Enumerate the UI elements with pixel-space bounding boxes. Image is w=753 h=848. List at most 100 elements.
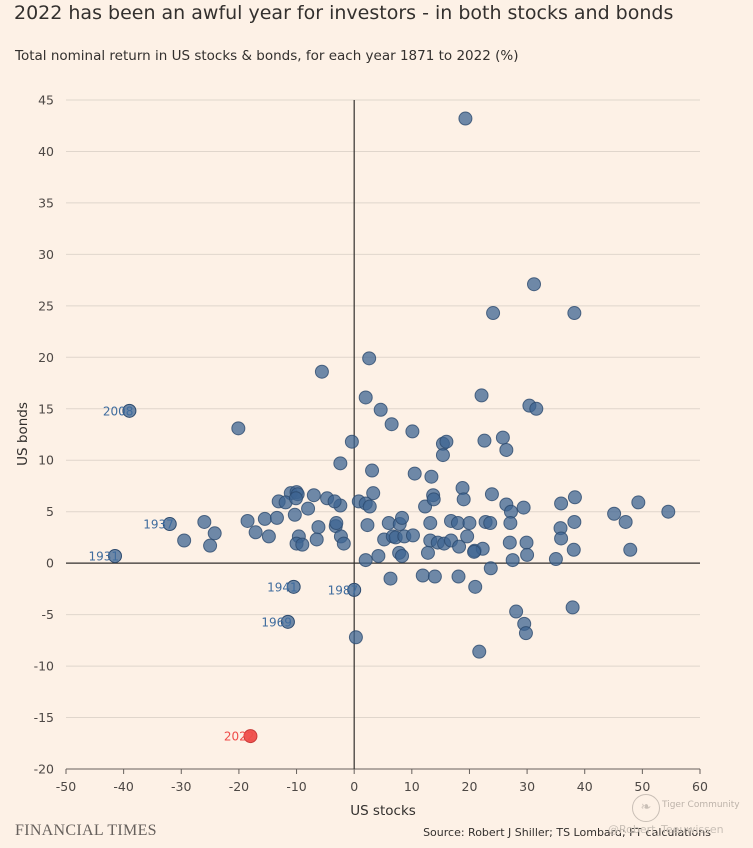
y-tick-label: 20 [38,350,54,365]
gridlines [66,99,700,770]
data-point [499,442,514,457]
data-point [472,644,487,659]
data-point [554,496,569,511]
data-point [348,630,363,645]
data-point [607,506,622,521]
x-tick-label: -10 [286,779,306,794]
data-points [107,111,676,744]
data-point [451,569,466,584]
data-point [554,531,569,546]
data-point [426,492,441,507]
data-point [327,494,342,509]
year-label: 1969 [261,615,292,629]
data-point [309,532,324,547]
data-point [295,537,310,552]
data-point [358,390,373,405]
data-point [565,600,580,615]
data-point [503,516,518,531]
y-tick-labels: -20 -15 -10 -5 0 5 10 15 20 25 30 35 40 45 [34,93,54,777]
data-point [623,542,638,557]
axes [65,100,701,774]
data-point [518,626,533,641]
year-labels: 2008 1937 1931 1941 1987 1969 2022 [88,404,358,743]
x-tick-label: 40 [577,779,593,794]
data-point [261,529,276,544]
data-point [661,504,676,519]
data-point [405,424,420,439]
data-point [548,552,563,567]
data-point [424,469,439,484]
y-axis-label: US bonds [15,402,31,466]
data-point [483,561,498,576]
x-tick-label: 10 [404,779,420,794]
data-point [631,495,646,510]
data-point [333,456,348,471]
x-tick-label: 30 [519,779,535,794]
y-tick-label: 0 [46,556,54,571]
labeled-data-point [122,403,137,418]
data-point [484,487,499,502]
year-label: 1931 [88,549,119,563]
data-point [177,533,192,548]
data-point [269,510,284,525]
chart-subtitle: Total nominal return in US stocks & bond… [15,48,519,64]
data-point [618,514,633,529]
x-axis-label: US stocks [350,803,416,819]
y-tick-label: 15 [38,401,54,416]
data-point [362,499,377,514]
ft-logo: FINANCIAL TIMES [15,822,157,839]
data-point [366,486,381,501]
y-tick-label: 45 [38,93,54,108]
data-point [477,433,492,448]
data-point [371,548,386,563]
x-tick-label: -20 [229,779,249,794]
labeled-data-point [280,614,295,629]
source-note: Source: Robert J Shiller; TS Lombard; FT… [423,826,711,839]
x-tick-label: 0 [350,779,358,794]
data-point [519,535,534,550]
data-point [468,579,483,594]
tiger-logo-icon: ❧ [632,794,660,822]
year-label: 1987 [328,583,359,597]
data-point [248,525,263,540]
data-point [462,516,477,531]
data-point [301,501,316,516]
data-point [360,518,375,533]
labeled-data-point [243,729,258,744]
x-tick-label: 60 [692,779,708,794]
data-point [509,604,524,619]
year-label: 2008 [103,404,134,418]
data-point [365,463,380,478]
y-tick-label: 10 [38,453,54,468]
data-point [505,553,520,568]
data-point [395,548,410,563]
data-point [435,448,450,463]
data-point [502,535,517,550]
x-tick-label: -30 [171,779,191,794]
data-point [203,538,218,553]
data-point [344,434,359,449]
data-point [486,306,501,321]
data-point [456,492,471,507]
data-point [358,553,373,568]
y-tick-label: -10 [34,659,54,674]
y-tick-label: -20 [34,762,54,777]
data-point [405,528,420,543]
data-point [362,351,377,366]
watermark-handle: @Robert_Teeuwissen [608,823,724,836]
data-point [407,466,422,481]
data-point [373,402,388,417]
data-point [257,511,272,526]
labeled-data-point [162,517,177,532]
chart-title: 2022 has been an awful year for investor… [14,2,674,24]
data-point [415,568,430,583]
x-tick-label: 50 [634,779,650,794]
watermark-name: Tiger Community [662,800,740,810]
data-point [314,364,329,379]
data-point [520,547,535,562]
x-tick-label: -40 [113,779,133,794]
data-point [423,516,438,531]
data-point [458,111,473,126]
y-tick-label: 25 [38,298,54,313]
